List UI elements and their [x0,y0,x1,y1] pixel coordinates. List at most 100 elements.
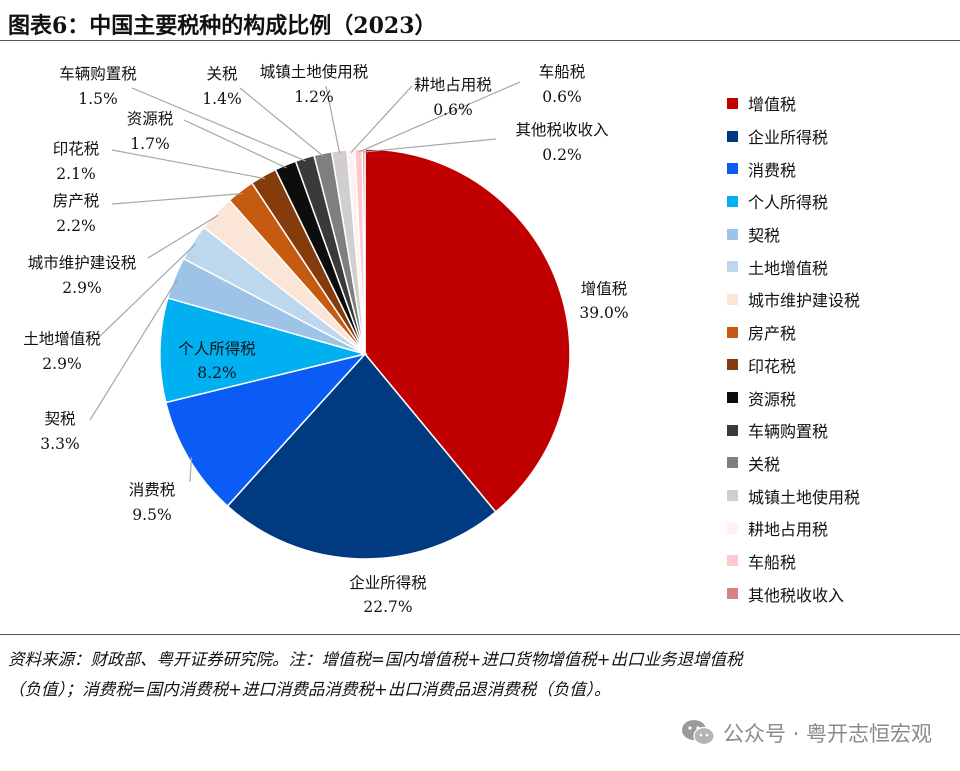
slice-label-12: 城镇土地使用税 [260,63,369,81]
leader-line-7 [111,193,243,205]
slice-value-label-4: 3.3% [40,435,79,453]
slice-label-14: 车船税 [539,63,586,81]
legend-swatch [727,588,738,600]
legend-label: 房产税 [748,324,797,344]
legend-label: 其他税收收入 [748,585,845,605]
leader-line-9 [183,119,287,169]
leader-line-14 [358,81,521,153]
legend-item-11: 关税 [727,447,860,480]
legend-label: 契税 [748,226,781,246]
legend-label: 个人所得税 [748,193,829,213]
legend-label: 关税 [748,454,781,474]
legend-swatch [727,228,738,240]
leader-line-8 [111,149,266,180]
legend-label: 车船税 [748,552,797,572]
pie-slice-1 [226,352,497,560]
source-note-line-2: （负值）；消费税=国内消费税+进口消费品消费税+出口消费品退消费税（负值）。 [8,680,611,699]
slice-label-2: 消费税 [129,481,176,499]
legend-label: 增值税 [748,95,797,115]
leader-line-13 [350,85,413,153]
slice-value-label-10: 1.5% [78,90,117,108]
slice-label-13: 耕地占用税 [414,76,492,94]
slice-value-label-3: 8.2% [197,364,236,382]
legend-item-9: 资源税 [727,381,860,414]
leader-line-5 [97,243,196,339]
source-note-line-1: 资料来源：财政部、粤开证券研究院。注：增值税=国内增值税+进口货物增值税+出口业… [8,650,743,669]
pie-chart: 增值税 39.0% 企业所得税 22.7% 消费税 9.5% 个人所得税 8.2% 契税 3.3%… [23,63,628,616]
slice-label-4: 契税 [44,410,75,428]
leader-line-11 [239,87,324,157]
legend-label: 城市维护建设税 [748,291,861,311]
legend-item-7: 房产税 [727,316,860,349]
source-note: 资料来源：财政部、粤开证券研究院。注：增值税=国内增值税+进口货物增值税+出口业… [8,645,953,705]
slice-value-label-12: 1.2% [294,88,333,106]
slice-label-3: 个人所得税 [178,340,256,358]
leader-line-15 [363,138,497,153]
slice-value-label-13: 0.6% [433,101,472,119]
slice-label-9: 资源税 [127,110,174,128]
legend-swatch [727,424,738,436]
slice-value-label-15: 0.2% [542,146,581,164]
legend-swatch [727,457,738,469]
legend-item-12: 城镇土地使用税 [727,479,860,512]
legend-swatch [727,326,738,338]
legend-item-10: 车辆购置税 [727,414,860,447]
legend-swatch [727,130,738,142]
chart-legend: 增值税企业所得税消费税个人所得税契税土地增值税城市维护建设税 房产税印花税资源税车… [727,87,860,610]
legend-item-4: 契税 [727,218,860,251]
slice-value-label-2: 9.5% [132,506,171,524]
legend-item-2: 消费税 [727,152,860,185]
pie-slice-0 [364,148,571,514]
title-divider [0,40,960,41]
slice-value-label-5: 2.9% [42,355,81,373]
legend-item-8: 印花税 [727,349,860,382]
legend-item-3: 个人所得税 [727,185,860,218]
legend-label: 印花税 [748,356,797,376]
legend-label: 资源税 [748,389,797,409]
leader-line-10 [131,87,306,162]
legend-swatch [727,97,738,109]
legend-swatch [727,359,738,371]
leader-line-2 [189,457,193,483]
watermark-text: 公众号 · 粤开志恒宏观 [722,722,932,746]
legend-label: 企业所得税 [748,128,829,148]
slice-label-10: 车辆购置税 [59,65,137,83]
legend-item-5: 土地增值税 [727,250,860,283]
leader-line-4 [89,278,178,421]
leader-line-6 [147,214,219,259]
slice-label-11: 关税 [206,65,237,83]
slice-label-5: 土地增值税 [23,330,101,348]
legend-item-13: 耕地占用税 [727,512,860,545]
legend-swatch [727,490,738,502]
slice-value-label-6: 2.9% [62,279,101,297]
legend-swatch [727,522,738,534]
slice-value-label-14: 0.6% [542,88,581,106]
legend-swatch [727,555,738,567]
legend-swatch [727,392,738,404]
legend-label: 消费税 [748,160,797,180]
legend-swatch [727,293,738,305]
legend-label: 耕地占用税 [748,520,829,540]
legend-label: 城镇土地使用税 [748,487,861,507]
legend-swatch [727,261,738,273]
slice-label-0: 增值税 [581,280,628,298]
legend-item-15: 其他税收收入 [727,577,860,610]
legend-label: 土地增值税 [748,258,829,278]
slice-label-1: 企业所得税 [349,574,427,592]
legend-item-14: 车船税 [727,545,860,578]
slice-value-label-7: 2.2% [56,217,95,235]
pie-slice-3 [159,297,368,404]
slice-label-6: 城市维护建设税 [28,254,137,272]
watermark: 公众号 · 粤开志恒宏观 [681,718,932,748]
slice-value-label-1: 22.7% [363,598,412,616]
legend-swatch [727,163,738,175]
slice-value-label-8: 2.1% [56,165,95,183]
slice-value-label-11: 1.4% [202,90,241,108]
slice-value-label-9: 1.7% [130,135,169,153]
leader-line-12 [325,85,341,154]
legend-item-1: 企业所得税 [727,120,860,153]
slice-label-8: 印花税 [53,140,100,158]
slice-value-label-0: 39.0% [579,304,628,322]
slice-label-7: 房产税 [53,192,100,210]
legend-label: 车辆购置税 [748,422,829,442]
